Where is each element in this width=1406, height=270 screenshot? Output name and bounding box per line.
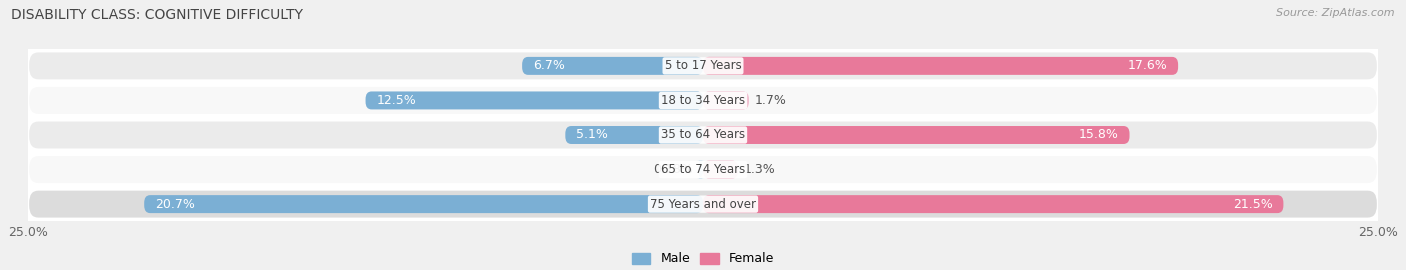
Text: 5.1%: 5.1% — [576, 129, 607, 141]
Text: 5 to 17 Years: 5 to 17 Years — [665, 59, 741, 72]
Text: 18 to 34 Years: 18 to 34 Years — [661, 94, 745, 107]
Text: Source: ZipAtlas.com: Source: ZipAtlas.com — [1277, 8, 1395, 18]
FancyBboxPatch shape — [28, 120, 1378, 150]
FancyBboxPatch shape — [703, 195, 1284, 213]
FancyBboxPatch shape — [703, 92, 749, 109]
FancyBboxPatch shape — [703, 161, 738, 178]
FancyBboxPatch shape — [145, 195, 703, 213]
Text: 65 to 74 Years: 65 to 74 Years — [661, 163, 745, 176]
FancyBboxPatch shape — [28, 86, 1378, 115]
Text: 0.18%: 0.18% — [652, 163, 693, 176]
Text: 21.5%: 21.5% — [1233, 198, 1272, 211]
FancyBboxPatch shape — [28, 51, 1378, 80]
Text: 17.6%: 17.6% — [1128, 59, 1167, 72]
Text: 12.5%: 12.5% — [377, 94, 416, 107]
FancyBboxPatch shape — [28, 190, 1378, 219]
FancyBboxPatch shape — [703, 126, 1129, 144]
FancyBboxPatch shape — [565, 126, 703, 144]
Text: DISABILITY CLASS: COGNITIVE DIFFICULTY: DISABILITY CLASS: COGNITIVE DIFFICULTY — [11, 8, 304, 22]
FancyBboxPatch shape — [28, 155, 1378, 184]
Text: 6.7%: 6.7% — [533, 59, 565, 72]
Text: 35 to 64 Years: 35 to 64 Years — [661, 129, 745, 141]
Text: 15.8%: 15.8% — [1078, 129, 1119, 141]
Legend: Male, Female: Male, Female — [627, 247, 779, 270]
FancyBboxPatch shape — [366, 92, 703, 109]
Text: 1.7%: 1.7% — [754, 94, 786, 107]
FancyBboxPatch shape — [703, 57, 1178, 75]
Text: 75 Years and over: 75 Years and over — [650, 198, 756, 211]
Text: 1.3%: 1.3% — [744, 163, 775, 176]
Text: 20.7%: 20.7% — [155, 198, 195, 211]
FancyBboxPatch shape — [697, 161, 704, 178]
FancyBboxPatch shape — [522, 57, 703, 75]
